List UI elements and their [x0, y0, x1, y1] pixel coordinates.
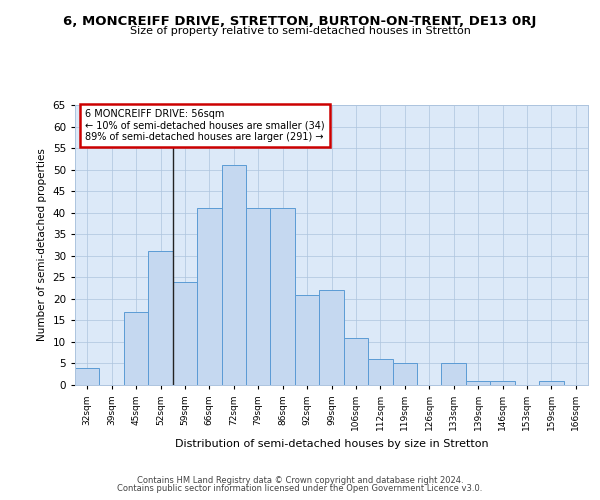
Bar	[75, 368, 100, 385]
Bar	[295, 294, 319, 385]
Bar	[466, 380, 490, 385]
Bar	[490, 380, 515, 385]
Text: Size of property relative to semi-detached houses in Stretton: Size of property relative to semi-detach…	[130, 26, 470, 36]
Text: 6, MONCREIFF DRIVE, STRETTON, BURTON-ON-TRENT, DE13 0RJ: 6, MONCREIFF DRIVE, STRETTON, BURTON-ON-…	[64, 15, 536, 28]
Bar	[368, 359, 392, 385]
Bar	[392, 364, 417, 385]
Bar	[344, 338, 368, 385]
Text: Contains public sector information licensed under the Open Government Licence v3: Contains public sector information licen…	[118, 484, 482, 493]
Bar	[124, 312, 148, 385]
Bar	[271, 208, 295, 385]
Bar	[442, 364, 466, 385]
Bar	[173, 282, 197, 385]
Text: 6 MONCREIFF DRIVE: 56sqm
← 10% of semi-detached houses are smaller (34)
89% of s: 6 MONCREIFF DRIVE: 56sqm ← 10% of semi-d…	[85, 109, 325, 142]
Y-axis label: Number of semi-detached properties: Number of semi-detached properties	[37, 148, 47, 342]
Bar	[221, 166, 246, 385]
X-axis label: Distribution of semi-detached houses by size in Stretton: Distribution of semi-detached houses by …	[175, 438, 488, 448]
Bar	[197, 208, 221, 385]
Bar	[246, 208, 271, 385]
Bar	[539, 380, 563, 385]
Text: Contains HM Land Registry data © Crown copyright and database right 2024.: Contains HM Land Registry data © Crown c…	[137, 476, 463, 485]
Bar	[319, 290, 344, 385]
Bar	[148, 252, 173, 385]
